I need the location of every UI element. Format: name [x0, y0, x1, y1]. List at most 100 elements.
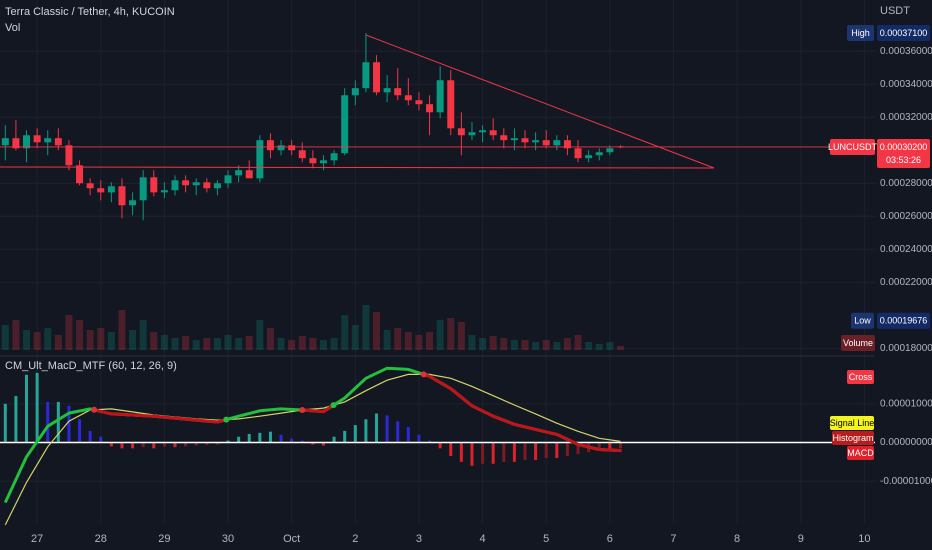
volume-bar: [12, 320, 20, 350]
histogram-bar: [3, 403, 7, 443]
candle-body: [23, 135, 31, 149]
candle-body: [351, 88, 359, 96]
volume-bar: [383, 330, 391, 350]
histogram-bar: [385, 415, 389, 443]
volume-bar: [415, 335, 423, 350]
volume-bar: [330, 338, 338, 350]
cross-dot: [420, 371, 427, 378]
macd-tag-box: [847, 446, 874, 460]
histogram-tag: Histogram: [832, 433, 873, 443]
histogram-bar: [120, 442, 124, 449]
signal-line: [4, 373, 621, 526]
candle-body: [171, 180, 179, 191]
volume-bar: [171, 338, 179, 350]
histogram-bar: [46, 401, 50, 443]
histogram-bar: [502, 442, 506, 462]
candle-body: [436, 80, 444, 113]
histogram-bar: [14, 396, 18, 443]
volume-bar: [245, 336, 253, 350]
histogram-bar: [247, 434, 251, 443]
volume-bar: [595, 344, 603, 350]
candle-body: [182, 180, 190, 186]
x-tick-label: 27: [31, 533, 43, 545]
candle-body: [521, 138, 529, 143]
y-tick-label: 0.00028000: [880, 178, 932, 189]
candle-body: [1, 138, 9, 146]
candle-body: [457, 128, 465, 136]
volume-bar: [33, 332, 41, 350]
histogram-bar: [576, 442, 580, 455]
candle-body: [266, 140, 274, 151]
candle-body: [107, 186, 115, 193]
volume-bar: [489, 336, 497, 350]
histogram-bar: [470, 442, 474, 466]
volume-bar: [65, 315, 73, 350]
macd-bear-segment: [470, 404, 495, 418]
volume-bar: [468, 335, 476, 350]
candle-body: [468, 132, 476, 136]
candle-body: [489, 130, 497, 136]
x-tick-label: 6: [607, 533, 613, 545]
volume-bar: [182, 336, 190, 350]
volume-bar: [436, 320, 444, 350]
histogram-bar: [608, 442, 612, 451]
volume-bar: [362, 305, 370, 350]
x-tick-label: 7: [670, 533, 676, 545]
volume-bar: [532, 342, 540, 350]
volume-bar: [118, 310, 126, 350]
volume-bar: [394, 328, 402, 350]
high-value-tag-box: [877, 25, 930, 42]
x-tick-label: 8: [734, 533, 740, 545]
volume-bar: [150, 332, 158, 350]
candle-body: [394, 88, 402, 96]
volume-bar: [160, 335, 168, 350]
volume-bar: [235, 338, 243, 350]
candle-body: [118, 186, 126, 206]
candle-body: [479, 130, 487, 133]
volume-bar: [1, 325, 9, 350]
histogram-bar: [353, 425, 357, 443]
volume-bar: [404, 332, 412, 350]
x-tick-label: 3: [416, 533, 422, 545]
countdown-tag: 03:53:26: [886, 155, 921, 165]
candle-body: [277, 145, 285, 151]
macd-tag: MACD: [847, 448, 874, 458]
y-tick-label: 0.00022000: [880, 277, 932, 288]
volume-bar: [457, 322, 465, 350]
volume-tag: Volume: [843, 338, 873, 348]
histogram-bar: [481, 442, 485, 464]
histogram-bar: [449, 442, 453, 457]
macd-bear-segment: [173, 416, 198, 422]
candle-body: [192, 182, 200, 186]
volume-bar: [309, 338, 317, 350]
candle-body: [160, 190, 168, 193]
signal-tag-box: [830, 416, 874, 430]
trend-line: [365, 34, 715, 169]
volume-tag-box: [841, 335, 875, 351]
high-tag: High: [851, 28, 870, 38]
histogram-bar: [290, 438, 294, 443]
macd-bear-segment: [576, 442, 601, 451]
candle-body: [235, 170, 243, 176]
candle-body: [54, 138, 62, 146]
candle-body: [606, 148, 614, 153]
volume-bar: [203, 338, 211, 350]
candle-body: [542, 140, 550, 146]
last-price-tag: 0.00030200: [880, 142, 928, 152]
y-tick-label: 0.00001000: [880, 398, 932, 409]
volume-bar: [319, 340, 327, 350]
low-tag: Low: [854, 316, 871, 326]
candle-body: [595, 152, 603, 156]
macd-bear-segment: [109, 412, 135, 417]
candle-body: [341, 95, 349, 154]
volume-bar: [44, 328, 52, 350]
low-value-tag: 0.00019676: [880, 316, 928, 326]
countdown-tag-box: [877, 151, 930, 168]
volume-bar: [500, 338, 508, 350]
y-tick-label: 0.00018000: [880, 343, 932, 354]
y-tick-label: 0.00026000: [880, 211, 932, 222]
candle-body: [256, 140, 264, 179]
y-tick-label: 0.00036000: [880, 46, 932, 57]
cross-tag: Cross: [849, 372, 873, 382]
macd-bear-segment: [152, 414, 177, 420]
